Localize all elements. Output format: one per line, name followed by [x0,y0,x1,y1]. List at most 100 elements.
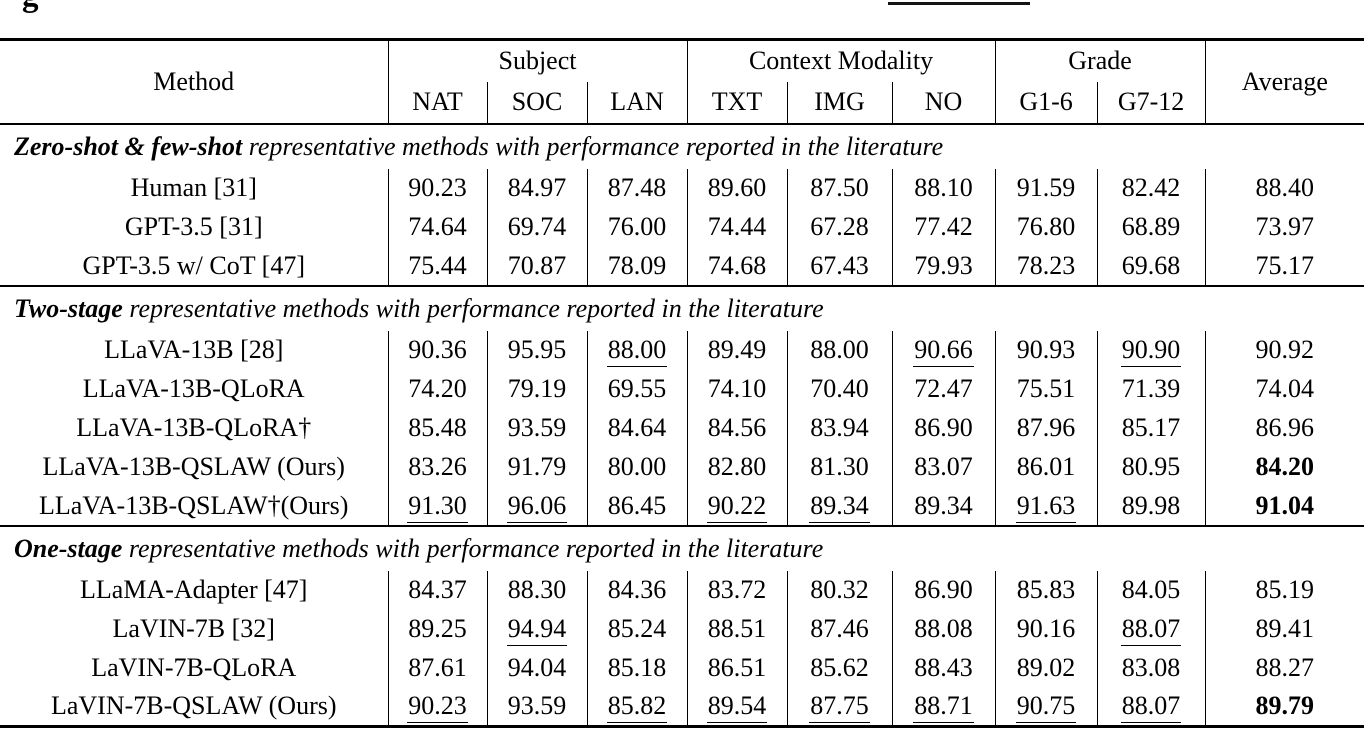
value-text: 91.63 [1015,490,1077,523]
subcolumn-header-row: NAT SOC LAN TXT IMG NO G1-6 G7-12 [0,81,1364,125]
value-cell: 88.51 [686,609,788,649]
value-cell: 85.82 [586,687,688,727]
value-cell: 68.89 [1096,207,1206,247]
value-text: 89.79 [1255,691,1315,721]
value-cell: 89.02 [994,648,1098,688]
section-title-lead: Two-stage [14,293,123,323]
value-text: 89.02 [1016,653,1076,682]
value-text: 88.07 [1120,614,1182,646]
value-text: 90.92 [1255,335,1315,364]
value-text: 82.42 [1121,173,1181,202]
method-cell: LLaVA-13B-QSLAW (Ours) [42,452,345,481]
value-text: 89.60 [707,173,767,202]
value-text: 83.94 [810,413,869,442]
value-cell: 76.80 [994,207,1098,247]
value-cell: 70.87 [486,246,587,286]
caption-letter: g [22,0,39,13]
value-text: 80.95 [1121,452,1181,481]
table-row: LaVIN-7B [32] 89.25 94.94 85.24 88.51 87.46 88… [0,609,1364,649]
value-cell: 88.00 [586,330,688,370]
value-cell: 88.30 [486,570,587,610]
method-cell: LLaVA-13B-QSLAW†(Ours) [39,490,349,520]
group-header-context-modality: Context Modality [686,39,996,82]
value-text: 86.90 [914,575,973,604]
table-row: GPT-3.5 w/ CoT [47] 75.44 70.87 78.09 74.68 6… [0,246,1364,286]
average-cell: 75.17 [1204,246,1364,286]
average-cell: 88.40 [1204,168,1364,208]
value-cell: 83.26 [387,447,487,487]
value-cell: 90.23 [387,687,487,727]
value-text: 83.07 [914,452,973,481]
value-text: 76.00 [607,212,667,241]
average-cell: 74.04 [1204,369,1364,409]
average-cell: 84.20 [1204,447,1364,487]
value-text: 89.34 [809,490,870,523]
value-text: 74.04 [1255,374,1315,403]
value-text: 74.20 [408,374,467,403]
value-text: 71.39 [1121,374,1181,403]
method-cell: GPT-3.5 [31] [124,212,263,241]
value-cell: 88.08 [891,609,996,649]
value-cell: 94.94 [486,609,587,649]
value-text: 85.19 [1255,575,1315,604]
col-header-txt: TXT [686,81,788,125]
value-text: 83.08 [1121,653,1181,682]
table-body: Zero-shot & few-shot representative meth… [0,124,1364,727]
value-text: 75.17 [1255,250,1315,280]
average-cell: 89.79 [1204,687,1364,727]
value-cell: 90.75 [994,687,1098,727]
value-cell: 85.83 [994,570,1098,610]
value-text: 87.61 [408,653,467,682]
value-text: 85.83 [1016,575,1076,604]
results-table: Method Subject Context Modality Grade Av… [0,38,1364,728]
value-cell: 84.56 [686,408,788,448]
col-header-lan: LAN [586,81,688,125]
value-text: 95.95 [507,335,567,364]
value-cell: 89.98 [1096,486,1206,526]
value-text: 96.06 [506,490,568,523]
value-cell: 77.42 [891,207,996,247]
value-cell: 85.24 [586,609,688,649]
value-cell: 84.36 [586,570,688,610]
value-text: 84.97 [507,173,567,202]
method-cell: Human [31] [130,173,257,202]
value-cell: 88.43 [891,648,996,688]
average-cell: 88.27 [1204,648,1364,688]
col-header-soc: SOC [486,81,587,125]
value-text: 69.55 [607,374,667,403]
section-title-row: Two-stage representative methods with pe… [0,284,1364,331]
value-text: 89.34 [914,490,973,520]
value-text: 86.45 [607,490,667,520]
col-header-no: NO [891,81,996,125]
col-header-average: Average [1204,39,1364,125]
value-cell: 69.74 [486,207,587,247]
value-cell: 74.64 [387,207,487,247]
value-text: 84.05 [1121,575,1181,604]
value-text: 94.94 [506,614,568,646]
value-cell: 90.36 [387,330,487,370]
value-text: 91.30 [407,490,468,523]
value-text: 89.98 [1121,490,1181,520]
method-cell: GPT-3.5 w/ CoT [47] [82,250,305,280]
table-header: Method Subject Context Modality Grade Av… [0,39,1364,125]
value-cell: 70.40 [786,369,893,409]
value-text: 89.41 [1255,614,1315,643]
value-text: 85.82 [606,691,668,724]
value-text: 91.04 [1255,490,1315,520]
value-text: 88.51 [707,614,767,643]
value-text: 84.56 [707,413,767,442]
table-row: LaVIN-7B-QSLAW (Ours) 90.23 93.59 85.82 89.5… [0,687,1364,727]
value-text: 84.36 [607,575,667,604]
value-cell: 90.16 [994,609,1098,649]
value-cell: 84.97 [486,168,587,208]
section-title-rest: representative methods with performance … [242,131,944,161]
section-title-lead: Zero-shot & few-shot [14,131,243,161]
value-cell: 67.28 [786,207,893,247]
value-text: 70.40 [810,374,869,403]
col-header-method: Method [0,39,388,125]
value-text: 81.30 [810,452,869,481]
value-text: 79.19 [507,374,567,403]
section-title-rest: representative methods with performance … [122,293,824,323]
method-cell: LLaMA-Adapter [47] [80,575,308,604]
